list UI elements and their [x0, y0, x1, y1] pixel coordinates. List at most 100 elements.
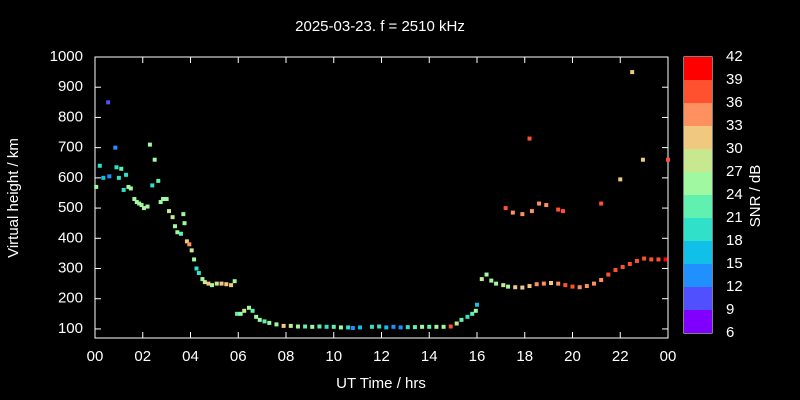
data-point	[288, 323, 293, 328]
x-tick-label: 14	[421, 348, 438, 365]
colorbar-tick-label: 18	[726, 232, 743, 249]
data-point	[391, 324, 396, 329]
data-point	[544, 203, 549, 208]
data-point	[560, 209, 565, 214]
data-point	[377, 324, 382, 329]
colorbar-band	[684, 80, 712, 103]
data-point	[465, 314, 470, 319]
data-point	[232, 279, 237, 284]
data-point	[479, 277, 484, 282]
data-point	[317, 324, 322, 329]
y-tick-label: 200	[58, 290, 83, 307]
data-point	[527, 284, 532, 289]
data-point	[189, 248, 194, 253]
y-tick-label: 800	[58, 108, 83, 125]
y-tick-label: 900	[58, 78, 83, 95]
data-point	[513, 285, 518, 290]
data-point	[470, 311, 475, 316]
x-tick-label: 18	[516, 348, 533, 365]
data-point	[281, 323, 286, 328]
data-point	[613, 268, 618, 273]
data-point	[503, 206, 508, 211]
colorbar-tick-label: 33	[726, 117, 743, 134]
colorbar-tick-label: 21	[726, 209, 743, 226]
data-point	[150, 183, 155, 188]
x-tick-label: 08	[278, 348, 295, 365]
colorbar-band	[684, 241, 712, 264]
colorbar-band	[684, 310, 712, 333]
data-point	[267, 320, 272, 325]
data-point	[640, 157, 645, 162]
data-point	[126, 184, 131, 189]
data-point	[113, 145, 118, 150]
data-point	[214, 281, 219, 286]
data-point	[219, 281, 224, 286]
data-point	[119, 166, 124, 171]
colorbar-tick-label: 6	[726, 324, 734, 341]
data-point	[182, 221, 187, 226]
data-point	[94, 184, 99, 189]
y-tick-label: 500	[58, 199, 83, 216]
data-point	[556, 281, 561, 286]
data-point	[121, 187, 126, 192]
x-tick-label: 02	[134, 348, 151, 365]
data-point	[599, 201, 604, 206]
data-point	[145, 204, 150, 209]
data-point	[369, 324, 374, 329]
data-point	[141, 206, 146, 211]
colorbar-band	[684, 57, 712, 80]
data-point	[310, 324, 315, 329]
data-point	[295, 324, 300, 329]
data-point	[161, 197, 166, 202]
data-point	[192, 257, 197, 262]
data-point	[196, 271, 201, 276]
data-point	[527, 136, 532, 141]
colorbar-label: SNR / dB	[747, 165, 764, 228]
data-point	[124, 172, 129, 177]
data-point	[97, 163, 102, 168]
data-point	[584, 284, 589, 289]
data-point	[158, 200, 163, 205]
data-point	[116, 175, 121, 180]
data-point	[164, 197, 169, 202]
colorbar-tick-label: 27	[726, 163, 743, 180]
colorbar-tick-label: 42	[726, 48, 743, 65]
colorbar-tick-label: 24	[726, 186, 743, 203]
x-tick-label: 22	[612, 348, 629, 365]
data-point	[441, 324, 446, 329]
chart-title: 2025-03-23. f = 2510 kHz	[295, 18, 465, 35]
data-point	[663, 257, 668, 262]
data-point	[181, 212, 186, 217]
colorbar-band	[684, 195, 712, 218]
data-point	[510, 210, 515, 215]
data-point	[200, 277, 205, 282]
data-point	[405, 325, 410, 330]
y-tick-label: 700	[58, 139, 83, 156]
colorbar-tick-label: 12	[726, 278, 743, 295]
data-point	[178, 231, 183, 236]
data-point	[384, 325, 389, 330]
data-point	[537, 201, 542, 206]
data-point	[570, 284, 575, 289]
data-point	[529, 209, 534, 214]
data-point	[350, 326, 355, 331]
data-point	[618, 177, 623, 182]
data-point	[242, 308, 247, 313]
data-point	[630, 70, 635, 75]
data-point	[132, 197, 137, 202]
x-tick-label: 00	[87, 348, 104, 365]
data-point	[238, 311, 243, 316]
data-point	[649, 257, 654, 262]
data-point	[137, 201, 142, 206]
data-point	[303, 324, 308, 329]
data-point	[167, 209, 172, 214]
data-point	[187, 242, 192, 247]
data-point	[506, 284, 511, 289]
data-point	[398, 325, 403, 330]
data-point	[642, 256, 647, 261]
data-point	[106, 100, 111, 105]
data-point	[114, 165, 119, 170]
data-point	[563, 283, 568, 288]
x-tick-label: 04	[182, 348, 199, 365]
data-point	[427, 324, 432, 329]
